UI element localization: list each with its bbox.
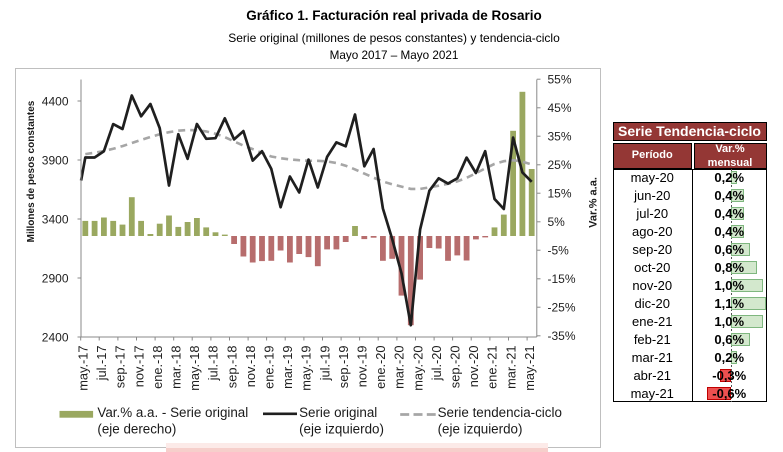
- svg-text:ene.-18: ene.-18: [149, 345, 164, 388]
- svg-text:mar.-18: mar.-18: [168, 345, 183, 388]
- svg-text:mar.-21: mar.-21: [503, 345, 518, 388]
- svg-text:sep.-19: sep.-19: [335, 345, 350, 388]
- svg-text:(eje izquierdo): (eje izquierdo): [437, 421, 522, 436]
- svg-text:may.-19: may.-19: [298, 345, 313, 390]
- svg-text:mar.-19: mar.-19: [280, 345, 295, 388]
- svg-text:55%: 55%: [547, 72, 571, 86]
- svg-text:may.-18: may.-18: [187, 345, 202, 390]
- svg-text:4400: 4400: [41, 94, 68, 108]
- svg-text:Var.% a.a.: Var.% a.a.: [587, 177, 599, 228]
- svg-text:15%: 15%: [547, 186, 571, 200]
- svg-text:nov.-20: nov.-20: [466, 345, 481, 387]
- svg-text:3900: 3900: [41, 153, 68, 167]
- svg-text:nov.-18: nov.-18: [242, 345, 257, 387]
- svg-text:jul.-17: jul.-17: [94, 345, 109, 381]
- svg-text:45%: 45%: [547, 101, 571, 115]
- svg-text:25%: 25%: [547, 158, 571, 172]
- svg-text:35%: 35%: [547, 129, 571, 143]
- svg-text:may.-21: may.-21: [521, 345, 536, 390]
- svg-text:Millones de pesos constantes: Millones de pesos constantes: [26, 100, 37, 242]
- svg-text:3400: 3400: [41, 212, 68, 226]
- svg-text:Serie original: Serie original: [299, 405, 377, 420]
- svg-text:may.-20: may.-20: [410, 345, 425, 390]
- svg-text:2400: 2400: [41, 330, 68, 344]
- svg-text:(eje derecho): (eje derecho): [97, 421, 176, 436]
- svg-text:(eje izquierdo): (eje izquierdo): [299, 421, 384, 436]
- svg-text:5%: 5%: [547, 215, 565, 229]
- svg-text:sep.-20: sep.-20: [447, 345, 462, 388]
- svg-text:may.-17: may.-17: [75, 345, 90, 390]
- svg-text:-5%: -5%: [547, 243, 569, 257]
- svg-text:sep.-18: sep.-18: [224, 345, 239, 388]
- svg-text:2900: 2900: [41, 271, 68, 285]
- svg-text:ene.-21: ene.-21: [484, 345, 499, 388]
- svg-text:ene.-20: ene.-20: [373, 345, 388, 388]
- svg-text:Var.% a.a. - Serie original: Var.% a.a. - Serie original: [97, 405, 248, 420]
- svg-text:mar.-20: mar.-20: [391, 345, 406, 388]
- svg-text:sep.-17: sep.-17: [112, 345, 127, 388]
- svg-text:jul.-18: jul.-18: [205, 345, 220, 381]
- svg-text:Serie tendencia-ciclo: Serie tendencia-ciclo: [437, 405, 561, 420]
- svg-text:nov.-19: nov.-19: [354, 345, 369, 387]
- svg-text:-15%: -15%: [547, 272, 575, 286]
- svg-text:-35%: -35%: [547, 329, 575, 343]
- svg-text:jul.-20: jul.-20: [428, 345, 443, 381]
- svg-text:-25%: -25%: [547, 300, 575, 314]
- svg-text:jul.-19: jul.-19: [317, 345, 332, 381]
- svg-text:ene.-19: ene.-19: [261, 345, 276, 388]
- svg-text:nov.-17: nov.-17: [131, 345, 146, 387]
